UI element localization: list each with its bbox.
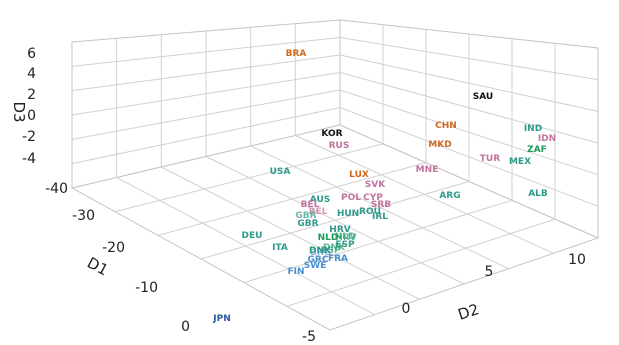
tick-d2: 10 [568, 252, 586, 268]
tick-d1: 0 [181, 319, 190, 335]
data-point-overlap-esp: ESP [321, 246, 341, 256]
data-point-mex: MEX [509, 157, 531, 167]
data-point-overlap-bel: BEL [309, 207, 328, 217]
data-point-gbr: GBR [297, 219, 318, 229]
data-point-fra: FRA [328, 254, 348, 264]
tick-d3: -4 [22, 151, 36, 167]
data-point-aus: AUS [310, 195, 330, 205]
tick-d3: 4 [27, 66, 36, 82]
data-point-mne: MNE [416, 165, 439, 175]
data-point-ind: IND [524, 124, 542, 134]
data-point-rus: RUS [329, 141, 350, 151]
data-point-mkd: MKD [428, 140, 451, 150]
tick-d2: 5 [485, 264, 494, 280]
data-point-overlap-grc: GRC [310, 248, 331, 258]
data-point-sau: SAU [473, 92, 493, 102]
tick-d1: -30 [72, 208, 95, 224]
axis-label-d3: D3 [10, 101, 28, 122]
data-point-kor: KOR [321, 129, 342, 139]
data-point-svk: SVK [365, 180, 386, 190]
data-point-zaf: ZAF [527, 145, 547, 155]
data-point-bra: BRA [286, 49, 307, 59]
data-point-dnk: DNK [309, 246, 332, 256]
data-point-overlap-gbr: GBR [295, 211, 316, 221]
data-point-idn: IDN [538, 134, 556, 144]
data-point-jpn: JPN [212, 314, 230, 324]
tick-d2: 0 [402, 301, 411, 317]
data-point-lux: LUX [349, 170, 369, 180]
data-point-deu: DEU [242, 231, 263, 241]
data-point-usa: USA [270, 167, 291, 177]
data-point-overlap-hrv: HRV [335, 233, 356, 243]
data-point-bel: BEL [301, 200, 320, 210]
tick-d3: 2 [27, 87, 36, 103]
data-point-alb: ALB [528, 189, 548, 199]
tick-d1: -20 [102, 240, 125, 256]
data-point-nld: NLD [318, 233, 339, 243]
chart-axis-labels: D1 D2 D3 [10, 101, 481, 323]
data-point-chn: CHN [435, 121, 457, 131]
data-point-pol: POL [341, 193, 361, 203]
data-point-arg: ARG [439, 191, 460, 201]
tick-d3: 0 [27, 108, 36, 124]
tick-d1: -10 [135, 280, 158, 296]
data-point-overlap-nld: NLD [335, 232, 356, 242]
data-point-hrv: HRV [329, 225, 350, 235]
data-point-srb: SRB [371, 200, 391, 210]
axis-label-d1: D1 [84, 254, 111, 280]
data-point-rou: ROU [359, 207, 381, 217]
data-point-irl: IRL [372, 212, 388, 222]
data-point-overlap-dnk: DNK [323, 243, 346, 253]
data-point-tur: TUR [480, 154, 500, 164]
tick-d1: -40 [45, 181, 68, 197]
data-point-fin: FIN [287, 267, 304, 277]
data-point-esp: ESP [335, 240, 355, 250]
tick-d3: 6 [27, 46, 36, 62]
data-point-cyp: CYP [363, 193, 383, 203]
tick-d3: -2 [22, 129, 36, 145]
chart-grid [71, 23, 599, 316]
grid-line-floor-b [286, 218, 556, 307]
tick-d2: -5 [302, 329, 316, 345]
axis-label-d2: D2 [456, 300, 482, 324]
data-point-grc: GRC [308, 255, 329, 265]
data-point-hun: HUN [337, 209, 359, 219]
data-point-ita: ITA [272, 243, 288, 253]
data-point-swe: SWE [304, 261, 327, 271]
